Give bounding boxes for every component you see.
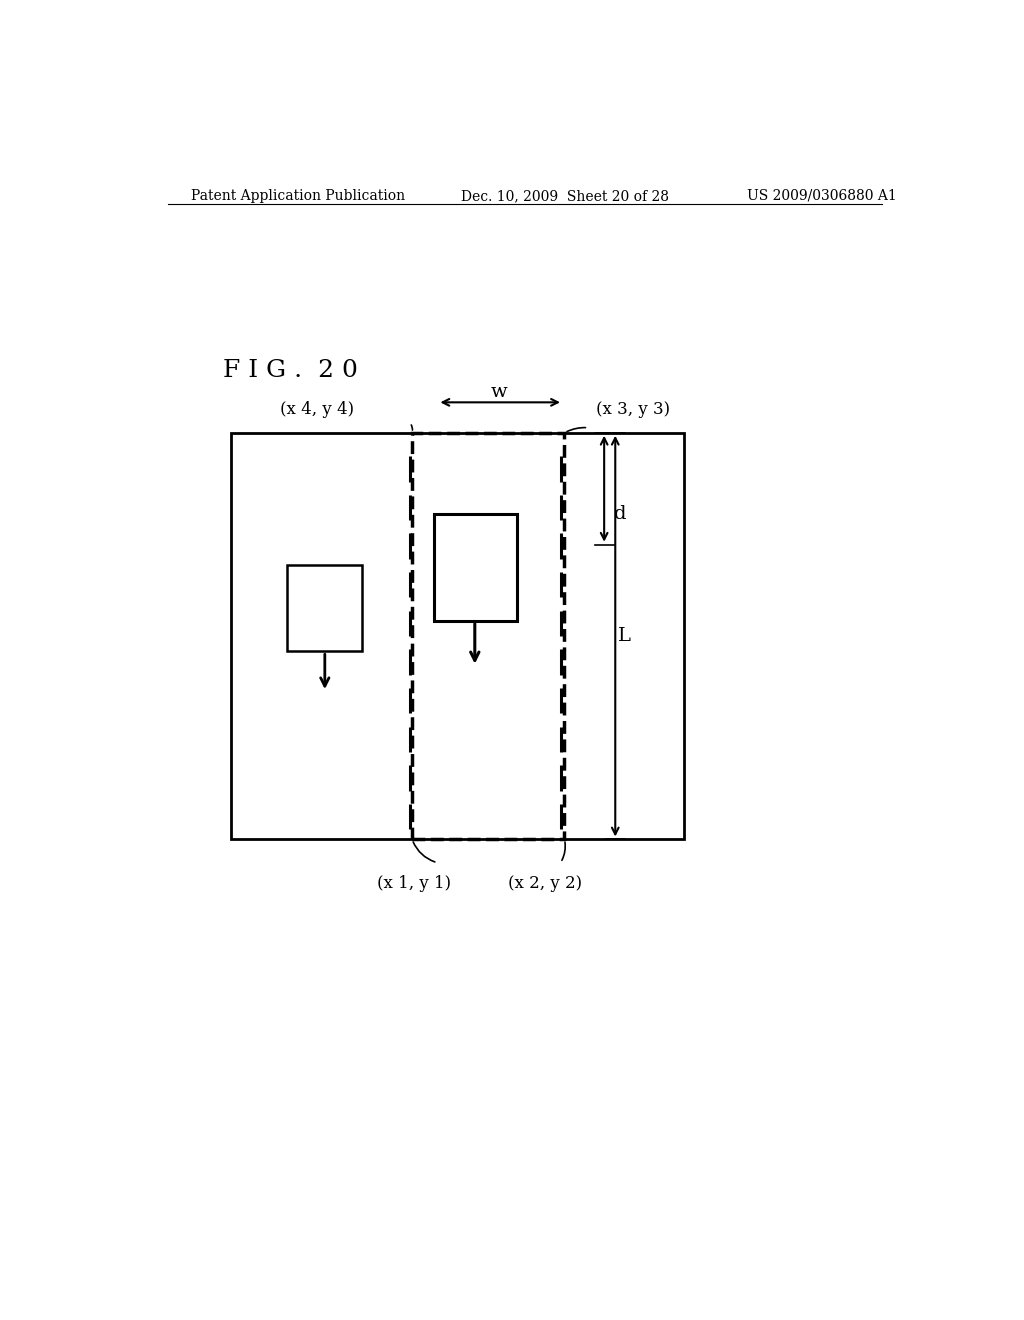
Text: (x 3, y 3): (x 3, y 3) <box>596 400 671 417</box>
Bar <box>287 565 362 651</box>
Text: Dec. 10, 2009  Sheet 20 of 28: Dec. 10, 2009 Sheet 20 of 28 <box>461 189 670 203</box>
Bar <box>433 515 517 620</box>
Text: L: L <box>617 627 631 645</box>
Text: F I G .  2 0: F I G . 2 0 <box>223 359 358 381</box>
Bar <box>412 433 564 840</box>
Text: (x 2, y 2): (x 2, y 2) <box>508 875 582 892</box>
Text: Patent Application Publication: Patent Application Publication <box>191 189 406 203</box>
Text: d: d <box>613 506 627 523</box>
Bar <box>231 433 684 840</box>
Text: US 2009/0306880 A1: US 2009/0306880 A1 <box>748 189 897 203</box>
Text: (x 1, y 1): (x 1, y 1) <box>377 875 451 892</box>
Text: (x 4, y 4): (x 4, y 4) <box>280 400 354 417</box>
Text: w: w <box>492 383 508 401</box>
